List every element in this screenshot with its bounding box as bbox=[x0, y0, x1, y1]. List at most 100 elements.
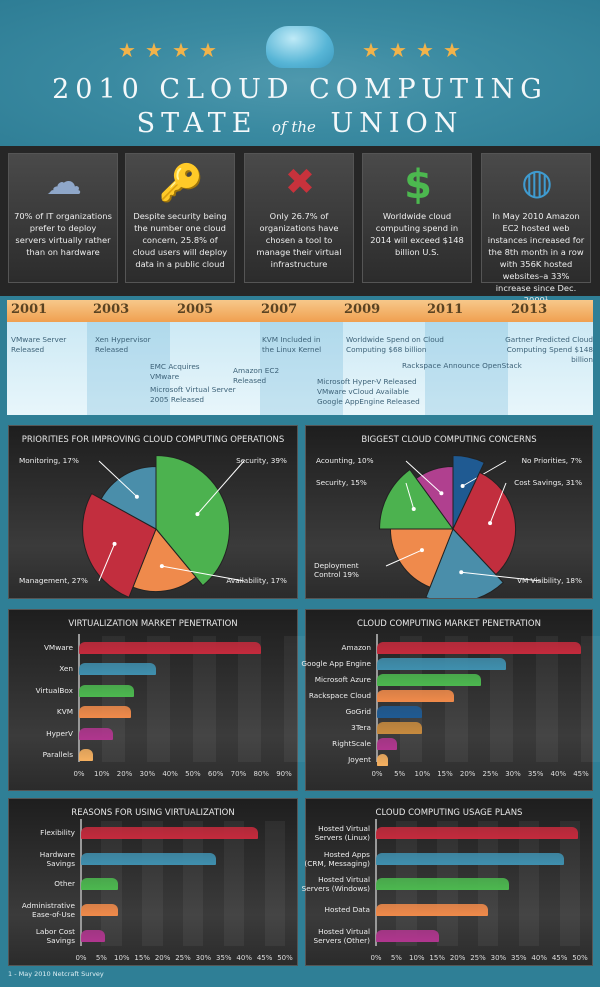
x-tick-label: 20% bbox=[154, 954, 171, 962]
timeline-event-line: Microsoft Hyper-V Released bbox=[317, 377, 417, 386]
bar bbox=[377, 754, 389, 766]
x-tick-label: 35% bbox=[216, 954, 232, 962]
timeline-column bbox=[425, 322, 508, 415]
timeline-event-line: VMware bbox=[150, 372, 180, 381]
timeline-year: 2001 bbox=[11, 302, 48, 317]
x-tick-label: 15% bbox=[437, 770, 453, 778]
timeline-event-line: VMware Server bbox=[11, 335, 67, 344]
star-icon: ★ bbox=[416, 38, 434, 62]
leader-line bbox=[489, 482, 507, 524]
timeline-event-line: Google AppEngine Released bbox=[317, 397, 420, 406]
stat-text: Despite security being the number one cl… bbox=[132, 211, 228, 269]
leader-line bbox=[385, 549, 423, 567]
x-tick-label: 80% bbox=[253, 770, 269, 778]
title-union: UNION bbox=[330, 108, 464, 139]
x-tick-label: 20% bbox=[116, 770, 133, 778]
pie-chart bbox=[379, 455, 542, 598]
bar bbox=[79, 727, 114, 740]
x-tick-label: 5% bbox=[394, 770, 406, 778]
timeline-year-band bbox=[7, 300, 593, 322]
bar bbox=[81, 904, 118, 917]
x-tick-label: 0% bbox=[371, 770, 383, 778]
x-tick-label: 10% bbox=[409, 954, 425, 962]
category-label: Amazon bbox=[341, 643, 372, 652]
x-tick-label: 70% bbox=[230, 770, 247, 778]
bar bbox=[376, 904, 489, 917]
x-tick-label: 10% bbox=[414, 770, 431, 778]
stats-band: ☁ 70% of IT organizations prefer to deplo… bbox=[0, 146, 600, 305]
x-tick-label: 50% bbox=[277, 954, 293, 962]
bar bbox=[81, 929, 106, 942]
tools-icon: ✖ bbox=[284, 162, 316, 203]
pie-slice bbox=[82, 492, 157, 598]
leader-dot bbox=[195, 512, 200, 517]
x-tick-label: 45% bbox=[551, 954, 568, 962]
timeline-year: 2011 bbox=[427, 302, 464, 317]
grid-stripe bbox=[264, 821, 285, 946]
leader-line bbox=[461, 571, 542, 582]
timeline-event-line: 2005 Released bbox=[150, 395, 205, 404]
timeline-year: 2013 bbox=[511, 302, 548, 317]
x-tick-label: 60% bbox=[207, 770, 224, 778]
cloud-icon: ☁ bbox=[46, 162, 82, 203]
cloud-logo-icon bbox=[266, 26, 334, 68]
category-label: Flexibility bbox=[40, 828, 75, 837]
grid-stripe bbox=[101, 636, 125, 762]
timeline-year: 2005 bbox=[177, 302, 214, 317]
timeline-year: 2003 bbox=[93, 302, 130, 317]
pie-slice bbox=[452, 455, 485, 530]
x-tick-label: 50% bbox=[572, 954, 588, 962]
star-icon: ★ bbox=[145, 38, 163, 62]
pie-label: No Priorities, 7% bbox=[521, 456, 582, 465]
timeline-event: Rackspace Announce OpenStack bbox=[402, 361, 522, 371]
chart-title: PRIORITIES FOR IMPROVING CLOUD COMPUTING… bbox=[21, 435, 285, 445]
timeline-event-line: Gartner Predicted Cloud bbox=[505, 335, 593, 344]
leader-line bbox=[197, 460, 245, 515]
grid-stripe bbox=[518, 821, 540, 946]
dollar-icon: $ bbox=[404, 162, 432, 208]
timeline-event-line: KVM Included in bbox=[262, 335, 321, 344]
x-tick-label: 0% bbox=[73, 770, 85, 778]
bar bbox=[81, 878, 118, 891]
pie-label: Management, 27% bbox=[19, 576, 88, 585]
title-state: STATE bbox=[136, 108, 258, 139]
leader-dot bbox=[460, 483, 465, 488]
timeline-column bbox=[87, 322, 170, 415]
bar bbox=[81, 827, 259, 839]
leader-dot bbox=[439, 491, 444, 496]
grid-stripe bbox=[183, 821, 204, 946]
grid-stripe bbox=[192, 636, 216, 762]
pie-slice bbox=[425, 528, 504, 598]
grid-stripe bbox=[142, 821, 163, 946]
pie-label: Acounting, 10% bbox=[316, 456, 374, 465]
bar bbox=[79, 663, 157, 676]
bar bbox=[377, 674, 482, 686]
virtualization-reasons-panel: REASONS FOR USING VIRTUALIZATION 0% 5% 10% 1… bbox=[8, 798, 298, 966]
leader-line bbox=[405, 482, 415, 510]
timeline-event: Amazon EC2 Released bbox=[233, 366, 279, 386]
category-label: Hosted Virtual Servers (Linux) bbox=[314, 824, 370, 842]
x-tick-label: 30% bbox=[195, 954, 212, 962]
category-label: Hosted Apps (CRM, Messaging) bbox=[304, 849, 370, 868]
priorities-pie-panel: PRIORITIES FOR IMPROVING CLOUD COMPUTING… bbox=[8, 425, 298, 599]
grid-stripe bbox=[559, 821, 580, 946]
grid-stripe bbox=[223, 821, 245, 946]
stat-card: ✖ Only 26.7% of organizations have chosen… bbox=[244, 153, 354, 283]
timeline-event-line: EMC Acquires bbox=[150, 362, 200, 371]
x-tick-label: 50% bbox=[185, 770, 201, 778]
x-tick-label: 35% bbox=[511, 954, 527, 962]
stat-text: Only 26.7% of organizations have chosen … bbox=[256, 211, 342, 269]
star-icon: ★ bbox=[118, 38, 136, 62]
category-label: HyperV bbox=[46, 728, 73, 738]
pie-slice bbox=[389, 528, 454, 588]
category-label: GoGrid bbox=[345, 707, 371, 716]
stat-card: $ Worldwide cloud computing spend in 2014… bbox=[362, 153, 472, 283]
category-label: RightScale bbox=[332, 739, 371, 748]
pie-slice bbox=[379, 468, 454, 530]
timeline-event: KVM Included in the Linux Kernel bbox=[262, 335, 321, 355]
pie-label: VM Visibility, 18% bbox=[516, 576, 582, 585]
x-tick-label: 5% bbox=[95, 954, 107, 962]
pie-label: Deployment Control 19% bbox=[314, 561, 359, 579]
bar bbox=[377, 658, 507, 670]
leader-line bbox=[98, 460, 138, 498]
